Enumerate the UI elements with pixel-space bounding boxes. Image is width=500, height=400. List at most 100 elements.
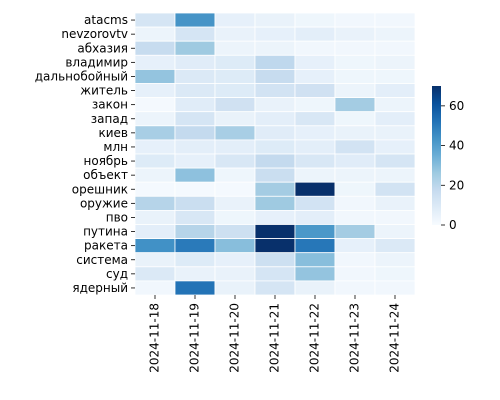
row-label: пво	[106, 210, 128, 224]
heatmap-cell	[334, 69, 376, 84]
heatmap-cell	[294, 125, 336, 141]
heatmap-cell	[174, 54, 216, 70]
row-label: млн	[103, 140, 128, 154]
heatmap-cell	[334, 12, 376, 28]
heatmap-cell	[254, 12, 296, 28]
heatmap-cell	[134, 238, 176, 254]
heatmap-cell	[334, 26, 376, 42]
heatmap-cell	[254, 26, 296, 42]
heatmap-cell	[294, 195, 336, 211]
heatmap-cell	[254, 181, 296, 197]
colorbar-tick-label: 0	[449, 218, 457, 232]
colorbar-tick-label: 40	[449, 139, 464, 153]
heatmap-cell	[214, 266, 256, 282]
heatmap-cell	[294, 69, 336, 84]
heatmap-cell	[374, 83, 416, 99]
column-label: 2024-11-24	[388, 303, 402, 373]
heatmap-cell	[174, 252, 216, 268]
row-label: оружие	[80, 196, 128, 210]
heatmap-cell	[254, 54, 296, 70]
colorbar	[432, 86, 441, 225]
colorbar-tick-label: 20	[449, 178, 464, 192]
heatmap-cell	[334, 111, 376, 127]
heatmap-cell	[374, 280, 416, 296]
heatmap-cell	[174, 12, 216, 28]
heatmap-cell	[374, 125, 416, 141]
colorbar-tick-label: 60	[449, 99, 464, 113]
heatmap-cell	[254, 111, 296, 127]
heatmap-cell	[254, 153, 296, 169]
row-label: киев	[98, 126, 128, 140]
heatmap-cell	[214, 54, 256, 70]
heatmap-cell	[134, 153, 176, 169]
row-label: орешник	[72, 182, 128, 196]
heatmap-cell	[214, 97, 256, 113]
heatmap-cell	[374, 153, 416, 169]
row-label: суд	[106, 267, 128, 281]
heatmap-cell	[294, 97, 336, 113]
heatmap-cell	[134, 83, 176, 99]
heatmap-cell	[134, 181, 176, 197]
heatmap-cell	[374, 97, 416, 113]
heatmap-cell	[374, 224, 416, 240]
heatmap-cell	[214, 181, 256, 197]
row-label: дальнобойный	[35, 69, 128, 83]
heatmap-cell	[374, 69, 416, 84]
heatmap-cell	[214, 280, 256, 296]
heatmap-cell	[214, 195, 256, 211]
heatmap-cell	[254, 266, 296, 282]
heatmap-cell	[174, 69, 216, 84]
row-label: запад	[91, 112, 128, 126]
heatmap-cell	[334, 181, 376, 197]
heatmap-cell	[254, 209, 296, 225]
heatmap-cell	[134, 167, 176, 183]
heatmap-cell	[134, 12, 176, 28]
heatmap-cell	[294, 209, 336, 225]
column-label: 2024-11-23	[348, 303, 362, 373]
heatmap-cell	[294, 12, 336, 28]
heatmap-cell	[214, 26, 256, 42]
column-label: 2024-11-22	[308, 303, 322, 373]
heatmap-cell	[134, 252, 176, 268]
heatmap-cell	[174, 26, 216, 42]
heatmap-cell	[334, 280, 376, 296]
row-label: система	[76, 253, 128, 267]
heatmap-cell	[374, 167, 416, 183]
heatmap-cell	[374, 266, 416, 282]
heatmap-cell	[334, 153, 376, 169]
heatmap-cell	[134, 195, 176, 211]
heatmap-cell	[294, 167, 336, 183]
heatmap-cell	[214, 224, 256, 240]
heatmap-cell	[214, 12, 256, 28]
heatmap-cell	[214, 139, 256, 155]
heatmap-cell	[174, 153, 216, 169]
heatmap-cell	[374, 12, 416, 28]
heatmap-cell	[374, 181, 416, 197]
heatmap-cell	[174, 209, 216, 225]
heatmap-cell	[294, 139, 336, 155]
heatmap-cell	[174, 181, 216, 197]
heatmap-cell	[134, 54, 176, 70]
heatmap-cell	[214, 252, 256, 268]
heatmap-cell	[294, 153, 336, 169]
heatmap-cell	[254, 125, 296, 141]
heatmap-cell	[174, 97, 216, 113]
heatmap-cell	[214, 153, 256, 169]
heatmap-cell	[374, 54, 416, 70]
column-label: 2024-11-21	[268, 303, 282, 373]
heatmap-cell	[334, 139, 376, 155]
heatmap-cell	[294, 238, 336, 254]
heatmap-cell	[134, 111, 176, 127]
heatmap-cell	[174, 266, 216, 282]
heatmap-cell	[254, 83, 296, 99]
heatmap-cell	[374, 195, 416, 211]
row-label: atacms	[84, 13, 128, 27]
heatmap-cell	[254, 40, 296, 56]
heatmap-cell	[294, 83, 336, 99]
heatmap-cell	[134, 26, 176, 42]
heatmap-cell	[134, 40, 176, 56]
heatmap-cell	[334, 266, 376, 282]
heatmap-cell	[254, 139, 296, 155]
heatmap-cell	[374, 252, 416, 268]
row-label: путина	[83, 225, 128, 239]
